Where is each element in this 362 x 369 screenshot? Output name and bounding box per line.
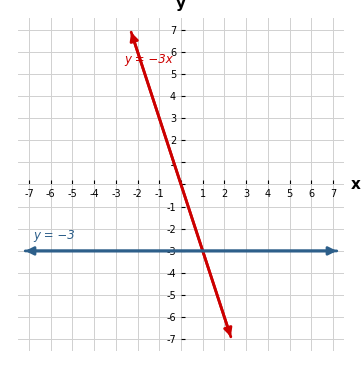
Text: y = −3x: y = −3x <box>125 53 173 66</box>
Text: x: x <box>350 177 360 192</box>
Text: y: y <box>176 0 186 11</box>
Text: y = −3: y = −3 <box>33 229 75 242</box>
